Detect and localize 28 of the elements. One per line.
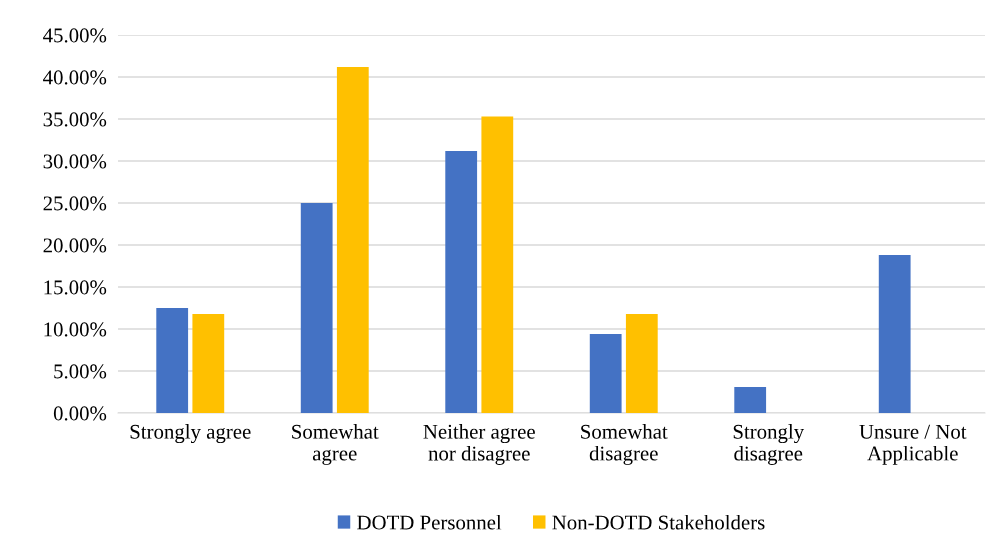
legend-label: Non-DOTD Stakeholders — [552, 514, 765, 530]
y-tick-label: 25.00% — [43, 196, 107, 211]
y-tick-label: 10.00% — [44, 322, 107, 337]
bar — [192, 313, 225, 413]
bar — [336, 66, 369, 413]
y-tick-label: 0.00% — [53, 406, 107, 421]
y-tick-label: 15.00% — [44, 280, 107, 295]
bar — [445, 150, 478, 413]
x-tick-label: Neither agree nor disagree — [423, 424, 535, 465]
bar — [300, 203, 333, 413]
x-tick-label: Strongly agree — [130, 424, 251, 444]
bar — [734, 386, 767, 413]
y-tick-label: 45.00% — [43, 28, 107, 43]
bar — [589, 334, 622, 413]
bar — [156, 308, 189, 413]
bar — [878, 255, 911, 413]
y-tick-label: 40.00% — [43, 70, 107, 85]
y-tick-label: 30.00% — [43, 154, 107, 169]
bar — [481, 116, 514, 413]
y-tick-label: 5.00% — [54, 364, 107, 379]
x-tick-label: Strongly disagree — [733, 424, 805, 465]
legend-label: DOTD Personnel — [357, 514, 502, 530]
x-tick-label: Unsure / Not Applicable — [859, 424, 967, 465]
y-tick-label: 35.00% — [43, 112, 107, 127]
x-tick-label: Somewhat agree — [292, 424, 379, 465]
x-tick-label: Somewhat disagree — [581, 424, 668, 465]
bar — [625, 313, 658, 413]
y-tick-label: 20.00% — [43, 238, 107, 253]
